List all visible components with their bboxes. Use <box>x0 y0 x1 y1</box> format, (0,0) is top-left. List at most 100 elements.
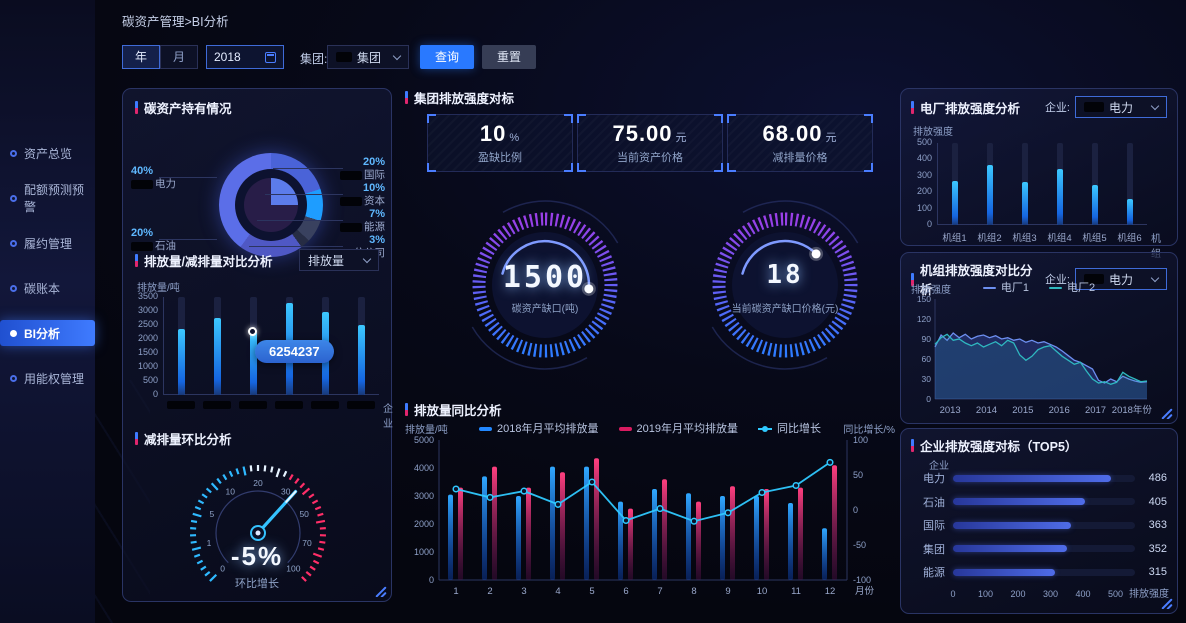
bar <box>177 329 185 395</box>
sidebar-item-quota-warning[interactable]: 配额预测预警 <box>0 183 95 214</box>
plant-y-axis-name: 排放强度 <box>913 127 953 138</box>
redacted-text <box>340 170 362 180</box>
y-axis-line <box>937 143 938 225</box>
svg-text:30: 30 <box>922 374 932 384</box>
group-select[interactable]: 集团 <box>327 45 409 69</box>
donut-label: 20% 国际 <box>307 156 385 182</box>
top5-row: 国际 363 <box>911 518 1167 532</box>
y-axis-line <box>163 297 164 395</box>
top5-row: 集团 352 <box>911 542 1167 556</box>
group-label: 集团: <box>300 52 328 66</box>
year-input[interactable]: 2018 <box>206 45 284 69</box>
holdings-title: 碳资产持有情况 <box>135 98 232 117</box>
x-tick-label: 机组2 <box>977 233 1002 244</box>
svg-text:1: 1 <box>207 538 212 548</box>
ring-gauge-label: 碳资产缺口(吨) <box>511 304 579 315</box>
unit-line-chart: 0 30 60 90 120 150 2013 2014 2015 2016 2017 2018年份 <box>909 293 1161 417</box>
sidebar-item-bi-analysis[interactable]: BI分析 <box>0 320 95 346</box>
svg-text:5000: 5000 <box>414 435 434 445</box>
redacted-text <box>1084 274 1104 284</box>
query-button[interactable]: 查询 <box>420 45 474 69</box>
y-tick-label: 400 <box>916 153 932 164</box>
svg-text:3000: 3000 <box>414 491 434 501</box>
svg-text:3: 3 <box>521 586 526 597</box>
x-axis-line <box>937 224 1147 225</box>
svg-text:120: 120 <box>917 314 931 324</box>
svg-text:2000: 2000 <box>414 519 434 529</box>
panel-corner-decor <box>1160 406 1173 419</box>
plant-enterprise-select[interactable]: 电力 <box>1075 96 1167 118</box>
x-tick-label: 300 <box>1042 589 1059 599</box>
redacted-text <box>275 401 303 410</box>
donut-label: 40% 电力 <box>131 165 176 191</box>
emission-bar-chart[interactable]: 0 500 1000 1500 2000 2500 3000 3500 企业 6254237 <box>138 291 393 430</box>
ring-gauge-value: 18 <box>766 260 804 290</box>
x-tick-label: 机组1 <box>942 233 967 244</box>
x-tick-label <box>311 400 339 411</box>
top5-row-name: 国际 <box>923 520 945 532</box>
donut-label-name: 电力 <box>131 178 176 191</box>
ring-gauge-price: 18 当前碳资产缺口价格(元) <box>700 200 870 370</box>
svg-text:2016: 2016 <box>1049 405 1070 416</box>
svg-text:20: 20 <box>253 478 263 488</box>
tab-month[interactable]: 月 <box>160 45 198 69</box>
top5-bar <box>953 498 1085 505</box>
svg-text:2017: 2017 <box>1085 405 1106 416</box>
middle-column: 集团排放强度对标 10% 盈缺比例 75.00 元 当前资产价格 68.00 元 减… <box>405 88 895 615</box>
emission-type-select[interactable]: 排放量 <box>299 249 379 271</box>
svg-text:60: 60 <box>922 354 932 364</box>
redacted-text <box>340 196 362 206</box>
donut-label-pct: 10% <box>362 182 385 194</box>
sidebar-item-label: 用能权管理 <box>24 371 85 386</box>
sidebar-item-carbon-ledger[interactable]: 碳账本 <box>0 275 95 301</box>
svg-text:2018年份: 2018年份 <box>1112 404 1153 416</box>
y-tick-label: 100 <box>916 202 932 213</box>
x-tick-label <box>275 400 303 411</box>
y-tick-label: 300 <box>916 169 932 180</box>
svg-text:70: 70 <box>302 538 312 548</box>
unit-enterprise-select[interactable]: 电力 <box>1075 268 1167 290</box>
donut-label-pct: 3% <box>369 234 385 246</box>
svg-text:7: 7 <box>657 586 662 597</box>
bar <box>213 318 221 395</box>
bar-track <box>1126 143 1133 225</box>
x-tick-label <box>347 400 375 411</box>
legend-swatch <box>479 427 493 432</box>
unit-panel: 机组排放强度对比分析 企业: 电力 排放强度 电厂1 电厂2 0 30 60 90 120… <box>900 252 1178 424</box>
sidebar-item-compliance[interactable]: 履约管理 <box>0 230 95 256</box>
calendar-icon[interactable] <box>265 51 276 63</box>
donut-label-pct: 20% <box>131 227 154 239</box>
donut-label: 10% 资本 <box>307 182 385 208</box>
reset-button[interactable]: 重置 <box>482 45 536 69</box>
kpi-card-ratio: 10% 盈缺比例 <box>427 114 573 172</box>
left-axis-name: 排放量/吨 <box>405 424 448 436</box>
leader-line <box>257 220 343 221</box>
bar <box>1126 198 1133 225</box>
title-marker-icon <box>135 101 138 114</box>
top5-row-value: 315 <box>1148 566 1167 578</box>
y-tick-label: 500 <box>916 137 932 147</box>
svg-text:5: 5 <box>589 586 594 597</box>
title-marker-icon <box>405 91 408 104</box>
donut-label-name: 石油 <box>131 240 176 253</box>
sidebar-item-asset-overview[interactable]: 资产总览 <box>0 140 95 166</box>
svg-text:10: 10 <box>757 586 768 597</box>
svg-text:100: 100 <box>286 563 300 573</box>
redacted-text <box>203 401 231 410</box>
y-tick-label: 1000 <box>137 361 158 371</box>
bar <box>357 325 365 395</box>
top5-row-value: 352 <box>1148 542 1167 555</box>
ring-gauge-dial <box>700 200 870 375</box>
yoy-combo-chart[interactable]: 0 1000 2000 3000 4000 5000 -100 -50 0 50 100 1 2 3 4 5 6… <box>405 434 891 610</box>
plant-panel: 电厂排放强度分析 企业: 电力 排放强度 0 100 200 300 400 500 机组1… <box>900 88 1178 260</box>
bar <box>951 180 958 225</box>
svg-text:5: 5 <box>209 509 214 519</box>
bullet-icon <box>10 374 17 382</box>
sidebar-item-energy-rights[interactable]: 用能权管理 <box>0 365 95 391</box>
y-tick-label: 1500 <box>137 347 158 357</box>
donut-label-name: 能源 <box>307 221 385 234</box>
tab-year[interactable]: 年 <box>122 45 160 69</box>
leader-line <box>159 239 217 240</box>
year-value: 2018 <box>214 50 241 64</box>
